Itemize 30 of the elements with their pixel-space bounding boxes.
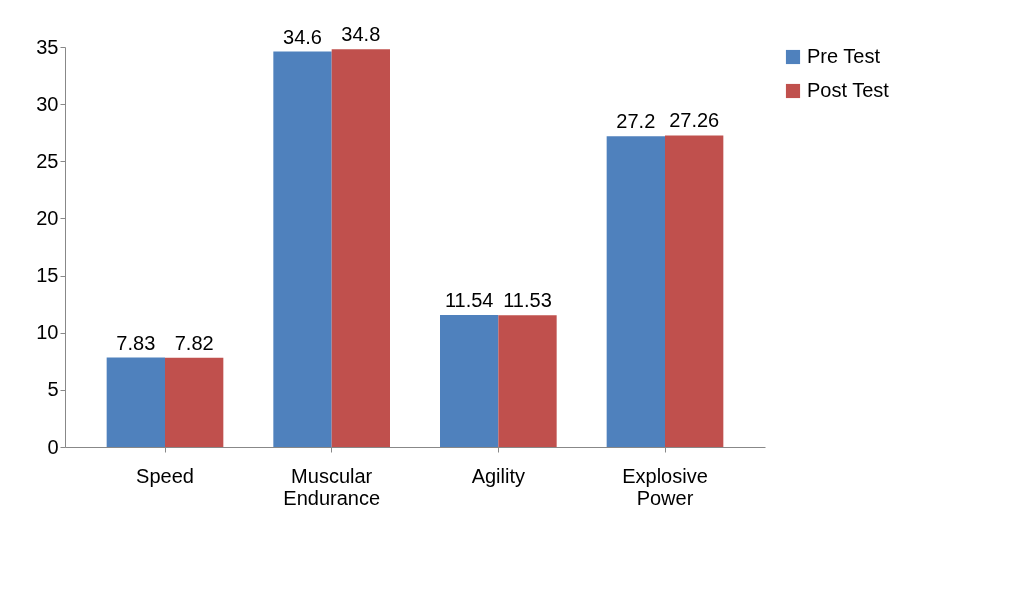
bar: [273, 51, 332, 447]
x-tick-label: Muscular Endurance: [283, 464, 381, 509]
data-label: 34.8: [341, 23, 381, 46]
y-tick-label: 10: [36, 321, 59, 344]
x-tick-label: Explosive Power: [622, 464, 708, 509]
y-tick-label: 30: [36, 92, 59, 115]
data-label: 7.83: [116, 331, 156, 354]
y-tick-label: 35: [36, 35, 59, 58]
data-label: 11.54: [444, 289, 494, 312]
y-tick-label: 20: [36, 206, 59, 229]
y-tick-label: 25: [36, 149, 59, 172]
y-tick-label: 5: [47, 378, 59, 401]
legend-label: Post Test: [807, 79, 890, 101]
bar: [665, 135, 724, 447]
x-tick-label: Agility: [471, 464, 526, 487]
data-label: 27.26: [669, 109, 720, 132]
bar: [440, 315, 499, 447]
y-tick-label: 0: [47, 435, 59, 458]
bar: [606, 136, 665, 447]
data-label: 27.2: [616, 110, 656, 133]
data-label: 11.53: [503, 289, 552, 312]
x-tick-label: Speed: [136, 464, 194, 487]
bar: [498, 315, 557, 447]
bar: [106, 357, 165, 447]
legend-label: Pre Test: [807, 45, 881, 67]
data-label: 7.82: [174, 331, 214, 354]
bar: [165, 357, 224, 447]
data-label: 34.6: [283, 25, 322, 48]
bar: [331, 49, 390, 447]
y-tick-label: 15: [36, 264, 59, 287]
